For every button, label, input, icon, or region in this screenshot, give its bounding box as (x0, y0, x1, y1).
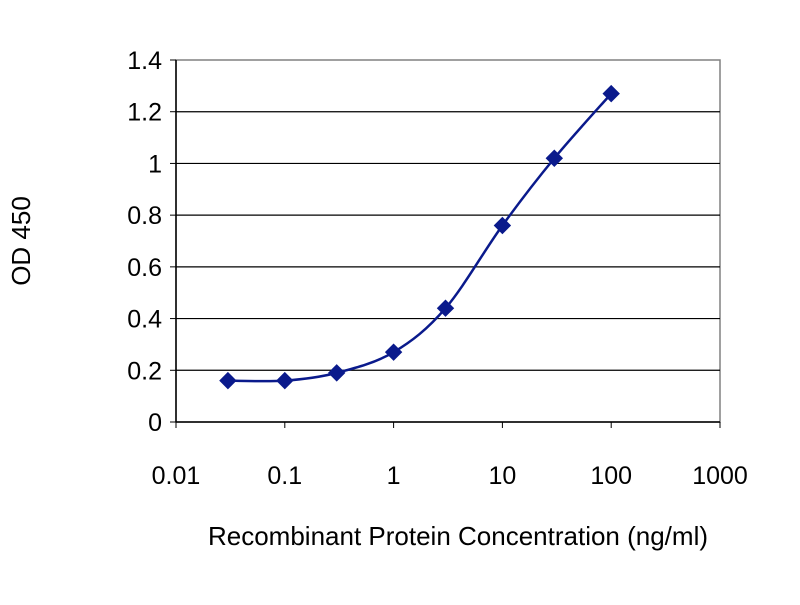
x-axis-title: Recombinant Protein Concentration (ng/ml… (208, 521, 708, 551)
y-tick-label: 1.4 (127, 47, 162, 75)
data-point (219, 371, 237, 390)
y-tick-label: 0 (148, 409, 162, 437)
data-point (328, 364, 346, 382)
data-point (384, 343, 403, 361)
y-tick-label: 1 (148, 150, 162, 178)
axes (170, 59, 721, 428)
x-tick-label: 1000 (692, 462, 748, 490)
x-tick-label: 100 (590, 462, 632, 490)
y-tick-label: 0.4 (127, 306, 162, 334)
data-point (276, 371, 294, 390)
y-tick-label: 1.2 (127, 99, 162, 127)
y-tick-label: 0.6 (127, 254, 162, 282)
y-tick-label: 0.2 (127, 357, 162, 385)
x-tick-label: 0.1 (267, 462, 302, 490)
data-point (436, 299, 455, 317)
series (219, 84, 620, 390)
gridlines (176, 111, 720, 371)
y-tick-label: 0.8 (127, 202, 162, 230)
data-point (493, 216, 512, 235)
x-tick-label: 10 (488, 462, 516, 490)
data-point (545, 149, 564, 167)
plot-area (175, 59, 721, 423)
x-tick-label: 0.01 (152, 462, 201, 490)
tick-labels: 0 0.2 0.4 0.6 0.8 1 1.2 1.4 0.01 0.1 1 10 100 1000 (127, 47, 748, 490)
data-point (602, 84, 620, 103)
y-axis-title: OD 450 (6, 196, 36, 286)
x-tick-label: 1 (387, 462, 401, 490)
